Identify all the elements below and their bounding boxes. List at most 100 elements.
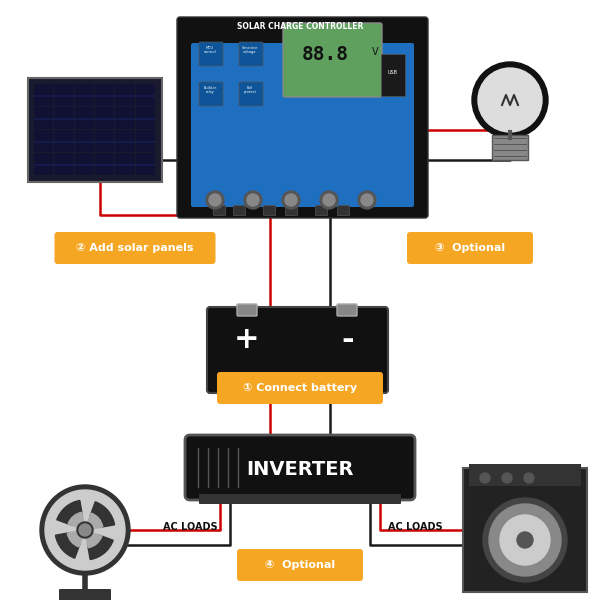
FancyBboxPatch shape [95, 84, 115, 106]
FancyBboxPatch shape [115, 153, 134, 175]
Circle shape [524, 473, 534, 483]
FancyBboxPatch shape [115, 130, 134, 152]
FancyBboxPatch shape [136, 107, 155, 129]
FancyBboxPatch shape [34, 84, 53, 106]
Circle shape [79, 524, 91, 536]
Circle shape [247, 194, 259, 206]
FancyBboxPatch shape [95, 130, 115, 152]
FancyBboxPatch shape [177, 17, 428, 218]
Circle shape [206, 191, 224, 209]
Circle shape [483, 498, 567, 582]
FancyBboxPatch shape [74, 107, 94, 129]
Circle shape [517, 532, 533, 548]
FancyBboxPatch shape [207, 307, 388, 393]
Circle shape [282, 191, 300, 209]
Circle shape [209, 194, 221, 206]
FancyBboxPatch shape [337, 304, 357, 316]
FancyBboxPatch shape [136, 153, 155, 175]
Text: Build-in
relay: Build-in relay [203, 86, 217, 94]
FancyBboxPatch shape [34, 153, 53, 175]
Circle shape [40, 485, 130, 575]
FancyBboxPatch shape [185, 435, 415, 500]
Text: ③  Optional: ③ Optional [435, 243, 505, 253]
Text: -: - [341, 325, 355, 355]
FancyBboxPatch shape [315, 205, 327, 215]
FancyBboxPatch shape [199, 82, 223, 106]
Wedge shape [88, 513, 103, 529]
FancyBboxPatch shape [285, 205, 297, 215]
Text: AC LOADS: AC LOADS [388, 522, 442, 532]
Text: SOLAR CHARGE CONTROLLER: SOLAR CHARGE CONTROLLER [237, 22, 363, 31]
Text: +: + [234, 325, 260, 355]
FancyBboxPatch shape [59, 589, 111, 600]
FancyBboxPatch shape [28, 78, 162, 182]
FancyBboxPatch shape [74, 84, 94, 106]
FancyBboxPatch shape [237, 549, 363, 581]
FancyBboxPatch shape [283, 23, 382, 97]
FancyBboxPatch shape [95, 153, 115, 175]
Circle shape [500, 515, 550, 565]
Circle shape [358, 191, 376, 209]
FancyBboxPatch shape [55, 232, 215, 264]
Circle shape [478, 68, 542, 132]
Circle shape [323, 194, 335, 206]
Text: USB: USB [388, 70, 398, 76]
Text: Full
protect: Full protect [244, 86, 257, 94]
FancyBboxPatch shape [381, 54, 405, 96]
Wedge shape [86, 533, 102, 548]
Text: MCU
control: MCU control [203, 46, 217, 54]
Wedge shape [57, 500, 82, 525]
Circle shape [320, 191, 338, 209]
FancyBboxPatch shape [239, 42, 263, 66]
FancyBboxPatch shape [34, 130, 53, 152]
FancyBboxPatch shape [74, 153, 94, 175]
Text: ④  Optional: ④ Optional [265, 560, 335, 570]
FancyBboxPatch shape [217, 372, 383, 404]
FancyBboxPatch shape [407, 232, 533, 264]
FancyBboxPatch shape [95, 107, 115, 129]
Text: V: V [372, 47, 379, 57]
FancyBboxPatch shape [55, 130, 74, 152]
FancyBboxPatch shape [115, 107, 134, 129]
FancyBboxPatch shape [55, 153, 74, 175]
Text: Sensitive
voltage: Sensitive voltage [242, 46, 258, 54]
Wedge shape [88, 535, 113, 560]
FancyBboxPatch shape [239, 82, 263, 106]
FancyBboxPatch shape [199, 494, 401, 504]
FancyBboxPatch shape [263, 205, 275, 215]
FancyBboxPatch shape [55, 107, 74, 129]
FancyBboxPatch shape [136, 130, 155, 152]
Text: ② Add solar panels: ② Add solar panels [76, 243, 194, 253]
Wedge shape [55, 533, 80, 558]
FancyBboxPatch shape [233, 205, 245, 215]
Wedge shape [68, 512, 83, 527]
FancyBboxPatch shape [115, 84, 134, 106]
Circle shape [472, 62, 548, 138]
FancyBboxPatch shape [213, 205, 225, 215]
FancyBboxPatch shape [136, 84, 155, 106]
Circle shape [480, 473, 490, 483]
Circle shape [77, 522, 93, 538]
FancyBboxPatch shape [220, 390, 375, 400]
FancyBboxPatch shape [34, 107, 53, 129]
Wedge shape [67, 532, 82, 547]
Text: 88.8: 88.8 [302, 46, 349, 64]
FancyBboxPatch shape [469, 464, 581, 486]
FancyBboxPatch shape [492, 135, 528, 160]
FancyBboxPatch shape [237, 304, 257, 316]
Text: INVERTER: INVERTER [246, 460, 354, 479]
Circle shape [285, 194, 297, 206]
Circle shape [45, 490, 125, 570]
Circle shape [361, 194, 373, 206]
Circle shape [502, 473, 512, 483]
FancyBboxPatch shape [199, 42, 223, 66]
FancyBboxPatch shape [191, 43, 414, 207]
FancyBboxPatch shape [463, 468, 587, 592]
Text: ① Connect battery: ① Connect battery [243, 383, 357, 393]
Circle shape [244, 191, 262, 209]
FancyBboxPatch shape [337, 205, 349, 215]
FancyBboxPatch shape [55, 84, 74, 106]
Wedge shape [90, 502, 115, 527]
Circle shape [489, 504, 561, 576]
FancyBboxPatch shape [74, 130, 94, 152]
